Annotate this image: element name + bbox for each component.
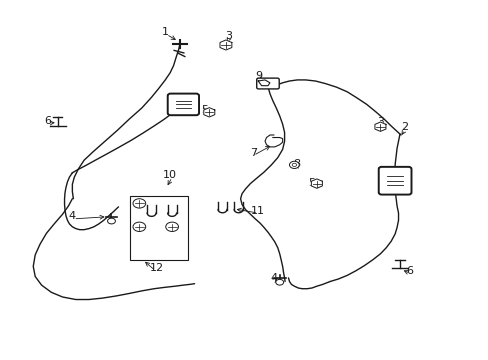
Circle shape [275,279,283,285]
Text: 1: 1 [162,27,168,37]
FancyBboxPatch shape [378,167,411,194]
Circle shape [133,222,145,231]
FancyBboxPatch shape [167,94,199,115]
Text: 6: 6 [44,116,51,126]
Circle shape [133,199,145,208]
Circle shape [165,222,178,231]
Text: 2: 2 [401,122,407,132]
Text: 3: 3 [376,117,383,127]
Polygon shape [203,108,214,117]
Bar [129,196,188,260]
Text: 6: 6 [406,266,412,276]
Text: 4: 4 [270,273,277,283]
FancyBboxPatch shape [256,78,279,89]
Polygon shape [258,80,269,86]
Text: 5: 5 [308,178,315,188]
Circle shape [291,163,296,166]
Text: 3: 3 [225,31,232,41]
Polygon shape [374,122,385,131]
Circle shape [289,161,299,168]
Text: 11: 11 [251,206,264,216]
Text: 8: 8 [293,159,300,169]
Text: 9: 9 [255,71,262,81]
Polygon shape [311,179,322,188]
Text: 5: 5 [201,105,207,115]
Circle shape [107,218,115,224]
Text: 4: 4 [69,211,76,221]
Polygon shape [220,40,231,50]
Text: 10: 10 [163,170,177,180]
Text: 7: 7 [249,148,256,158]
Text: 12: 12 [149,263,163,273]
